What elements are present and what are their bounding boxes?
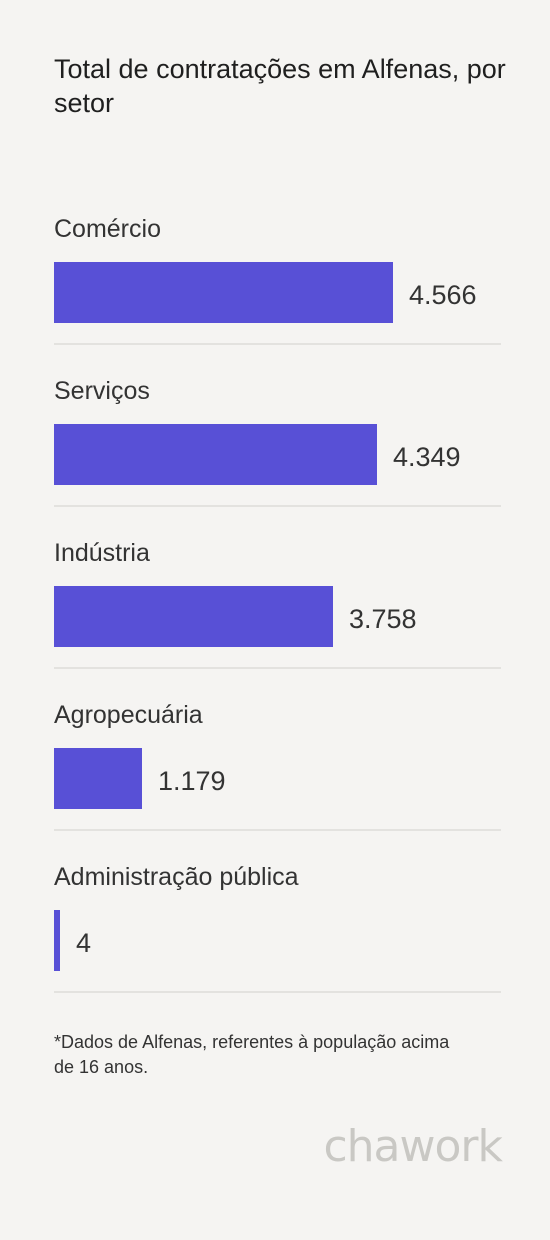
bar-track: 4.349 <box>54 424 501 485</box>
category-label: Administração pública <box>54 863 299 891</box>
bar-value-label: 4 <box>76 928 92 958</box>
footnote: *Dados de Alfenas, referentes à populaçã… <box>54 1032 450 1077</box>
row-divider <box>54 505 501 507</box>
bar-row: Serviços 4.349 <box>54 362 501 524</box>
bar-rows: Comércio 4.566 Serviços 4.349 Indústria 3.758… <box>54 200 501 1010</box>
bar <box>54 910 60 971</box>
bar <box>54 748 142 809</box>
row-divider <box>54 991 501 993</box>
category-label: Indústria <box>54 539 150 567</box>
bar <box>54 262 393 323</box>
bar <box>54 424 377 485</box>
row-divider <box>54 829 501 831</box>
chawork-logo: chawork <box>323 1121 503 1172</box>
bar-row: Comércio 4.566 <box>54 200 501 362</box>
category-label: Comércio <box>54 215 161 243</box>
bar-value-label: 4.566 <box>409 280 477 310</box>
bar-value-label: 1.179 <box>158 766 226 796</box>
category-label: Agropecuária <box>54 701 203 729</box>
row-divider <box>54 343 501 345</box>
bar-row: Administração pública 4 <box>54 848 501 1010</box>
category-label: Serviços <box>54 377 150 405</box>
bar-track: 1.179 <box>54 748 501 809</box>
bar-track: 4.566 <box>54 262 501 323</box>
bar-track: 4 <box>54 910 501 971</box>
bar-row: Indústria 3.758 <box>54 524 501 686</box>
row-divider <box>54 667 501 669</box>
bar-row: Agropecuária 1.179 <box>54 686 501 848</box>
bar-value-label: 3.758 <box>349 604 417 634</box>
bar-value-label: 4.349 <box>393 442 461 472</box>
chart-title: Total de contratações em Alfenas, por se… <box>54 54 506 118</box>
bar-track: 3.758 <box>54 586 501 647</box>
bar <box>54 586 333 647</box>
